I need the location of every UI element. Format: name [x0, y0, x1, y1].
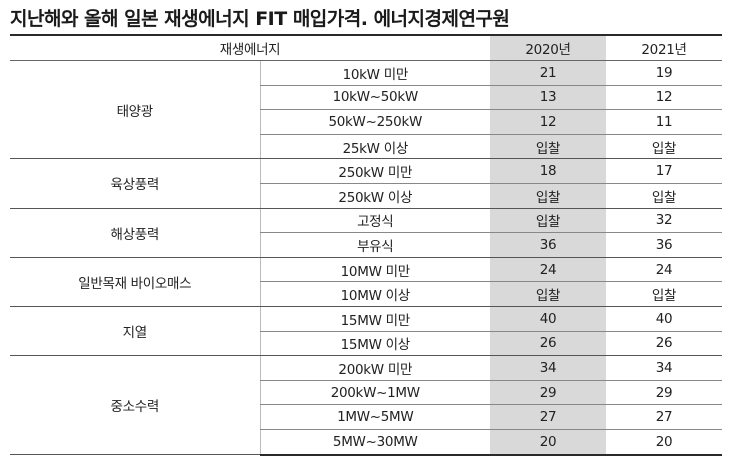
value-2020-cell: 29	[490, 380, 607, 406]
value-2020-cell: 26	[490, 331, 607, 357]
table-row: 5MW~30MW 20 20	[10, 429, 723, 456]
value-2021-cell: 29	[606, 380, 723, 406]
category-cell: 일반목재 바이오매스	[10, 257, 260, 307]
subcategory-cell: 부유식	[259, 232, 491, 258]
subcategory-cell: 1MW~5MW	[259, 404, 491, 430]
value-2021-cell: 27	[606, 404, 723, 430]
fit-price-table: 재생에너지 2020년 2021년 태양광 10kW 미만 21 19 10kW~50k…	[10, 34, 723, 456]
subcategory-cell: 15MW 이상	[259, 331, 491, 357]
table-row: 일반목재 바이오매스 10MW 미만 24 24	[10, 257, 723, 307]
table-row: 중소수력 200kW 미만 34 34	[10, 355, 723, 455]
value-2020-cell: 36	[490, 232, 607, 258]
category-cell: 해상풍력	[10, 208, 260, 258]
subcategory-cell: 200kW 미만	[259, 355, 491, 381]
value-2021-cell: 20	[606, 429, 723, 456]
value-2020-cell: 입찰	[490, 183, 607, 209]
page-title: 지난해와 올해 일본 재생에너지 FIT 매입가격. 에너지경제연구원	[10, 8, 510, 30]
value-2020-cell: 입찰	[490, 281, 607, 307]
table-row: 25kW 이상 입찰 입찰	[10, 134, 723, 160]
table-row: 50kW~250kW 12 11	[10, 109, 723, 135]
category-cell: 육상풍력	[10, 158, 260, 209]
value-2021-cell: 40	[606, 306, 723, 332]
table-row: 10MW 이상 입찰 입찰	[10, 281, 723, 307]
value-2021-cell: 17	[606, 158, 723, 184]
subcategory-cell: 50kW~250kW	[259, 109, 491, 135]
value-2020-cell: 12	[490, 109, 607, 135]
table-row: 지열 15MW 미만 40 40	[10, 306, 723, 357]
header-category: 재생에너지	[10, 35, 491, 61]
table-row: 15MW 이상 26 26	[10, 331, 723, 357]
value-2021-cell: 26	[606, 331, 723, 357]
value-2020-cell: 입찰	[490, 208, 607, 234]
table-row: 250kW 이상 입찰 입찰	[10, 183, 723, 209]
table-row: 태양광 10kW 미만 21 19	[10, 60, 723, 160]
header-year-2020: 2020년	[490, 35, 607, 61]
value-2020-cell: 입찰	[490, 134, 607, 160]
subcategory-cell: 250kW 미만	[259, 158, 491, 184]
table-row: 해상풍력 고정식 입찰 32	[10, 208, 723, 258]
value-2020-cell: 40	[490, 306, 607, 332]
table-header-row: 재생에너지 2020년 2021년	[10, 35, 723, 61]
value-2020-cell: 24	[490, 257, 607, 283]
subcategory-cell: 15MW 미만	[259, 306, 491, 332]
value-2021-cell: 19	[606, 60, 723, 86]
value-2021-cell: 입찰	[606, 281, 723, 307]
table-body: 태양광 10kW 미만 21 19 10kW~50kW 13 12 50kW~250kW 12 1…	[10, 60, 723, 456]
value-2021-cell: 36	[606, 232, 723, 258]
value-2021-cell: 11	[606, 109, 723, 135]
value-2020-cell: 18	[490, 158, 607, 184]
subcategory-cell: 5MW~30MW	[259, 429, 491, 456]
table-row: 1MW~5MW 27 27	[10, 404, 723, 430]
header-year-2021: 2021년	[606, 35, 723, 61]
value-2021-cell: 24	[606, 257, 723, 283]
table-row: 10kW~50kW 13 12	[10, 85, 723, 111]
value-2020-cell: 34	[490, 355, 607, 381]
subcategory-cell: 10kW~50kW	[259, 85, 491, 111]
table-row: 200kW~1MW 29 29	[10, 380, 723, 406]
subcategory-cell: 고정식	[259, 208, 491, 234]
value-2021-cell: 입찰	[606, 183, 723, 209]
category-cell: 중소수력	[10, 355, 260, 455]
subcategory-cell: 10MW 이상	[259, 281, 491, 307]
value-2021-cell: 12	[606, 85, 723, 111]
subcategory-cell: 25kW 이상	[259, 134, 491, 160]
value-2021-cell: 32	[606, 208, 723, 234]
table-row: 부유식 36 36	[10, 232, 723, 258]
subcategory-cell: 200kW~1MW	[259, 380, 491, 406]
value-2021-cell: 입찰	[606, 134, 723, 160]
category-cell: 지열	[10, 306, 260, 357]
value-2020-cell: 20	[490, 429, 607, 456]
value-2021-cell: 34	[606, 355, 723, 381]
value-2020-cell: 13	[490, 85, 607, 111]
value-2020-cell: 27	[490, 404, 607, 430]
subcategory-cell: 250kW 이상	[259, 183, 491, 209]
subcategory-cell: 10kW 미만	[259, 60, 491, 86]
value-2020-cell: 21	[490, 60, 607, 86]
subcategory-cell: 10MW 미만	[259, 257, 491, 283]
category-cell: 태양광	[10, 60, 260, 160]
table-row: 육상풍력 250kW 미만 18 17	[10, 158, 723, 209]
